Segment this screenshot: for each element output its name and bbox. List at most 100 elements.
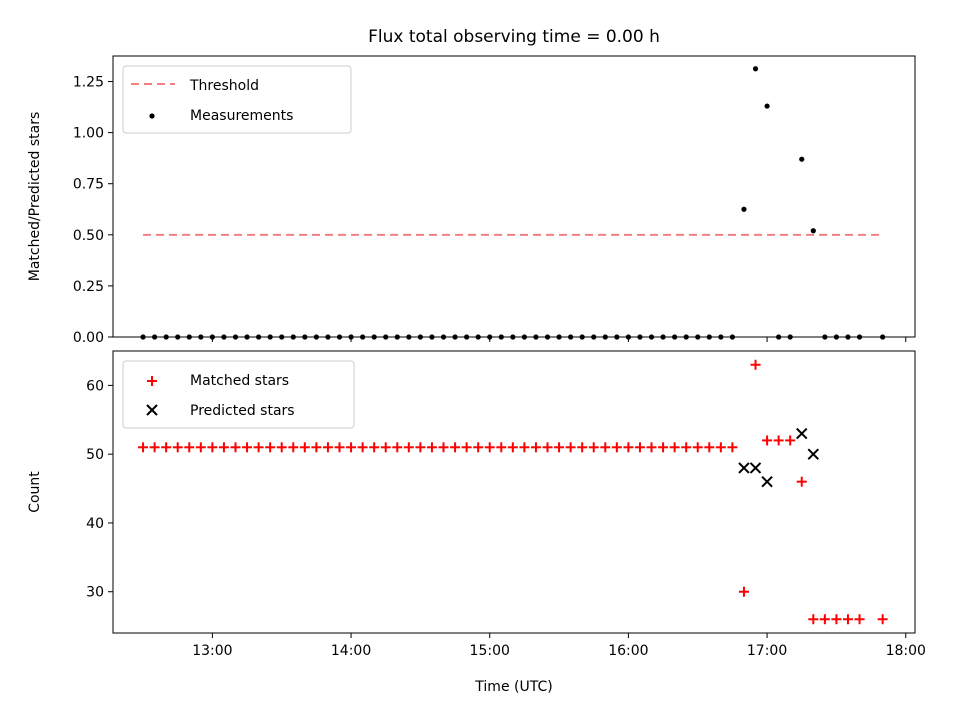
measurement-point: [614, 334, 620, 340]
matched-star-point: [750, 359, 761, 370]
measurement-point: [602, 334, 608, 340]
measurement-point: [175, 334, 181, 340]
matched-star-point: [496, 442, 507, 453]
matched-star-point: [831, 614, 842, 625]
bottom-panel: 30 40 50 60 13:00 14:00 15:00 16:00 17:00 18:00 Co…: [27, 350, 926, 695]
measurement-point: [198, 334, 204, 340]
measurement-point: [232, 334, 239, 340]
matched-star-point: [392, 442, 403, 453]
matched-star-point: [796, 476, 807, 487]
matched-star-point: [669, 442, 680, 453]
matched-star-point: [623, 442, 634, 453]
measurement-point: [429, 334, 435, 340]
matched-star-point: [692, 442, 703, 453]
measurement-point: [406, 334, 412, 340]
measurement-point: [880, 334, 886, 340]
top-ytick-label: 1.25: [73, 75, 104, 91]
matched-star-point: [681, 442, 692, 453]
measurement-point: [510, 334, 516, 340]
matched-star-point: [785, 435, 796, 446]
matched-star-point: [819, 614, 830, 625]
bottom-legend: Matched stars Predicted stars: [122, 360, 355, 429]
measurement-point: [487, 334, 493, 340]
matched-star-point: [658, 442, 669, 453]
matched-star-point: [195, 442, 206, 453]
measurement-point: [672, 334, 678, 340]
matched-star-point: [530, 442, 541, 453]
measurement-point: [452, 334, 458, 340]
matched-star-point: [218, 442, 229, 453]
bottom-ytick-label: 30: [86, 585, 104, 601]
measurement-point: [279, 334, 285, 340]
measurement-point: [267, 334, 273, 340]
bottom-axes-frame: [112, 350, 916, 634]
measurement-point: [625, 334, 632, 340]
legend-predicted-swatch: [146, 404, 158, 416]
measurement-point: [822, 334, 828, 340]
matched-star-point: [611, 442, 622, 453]
measurement-point: [856, 334, 863, 340]
matched-star-point: [738, 586, 749, 597]
matched-star-point: [172, 442, 183, 453]
bottom-ytick-label: 50: [86, 447, 104, 463]
legend-matched-swatch: [147, 376, 157, 386]
bottom-xtick-label: 18:00: [886, 643, 926, 659]
measurement-point: [591, 334, 597, 340]
bottom-legend-box: [122, 360, 355, 429]
measurement-point: [764, 103, 770, 109]
measurement-point: [417, 334, 423, 340]
top-panel: 0.00 0.25 0.50 0.75 1.00 1.25 Matched/Predicte…: [27, 55, 916, 346]
xlabel: Time (UTC): [474, 679, 552, 695]
bottom-xtick-label: 14:00: [331, 643, 371, 659]
matched-star-point: [311, 442, 322, 453]
measurement-point: [325, 334, 331, 340]
matched-star-point: [253, 442, 264, 453]
measurement-point: [787, 334, 793, 340]
matched-star-point: [773, 435, 784, 446]
measurement-point: [186, 334, 192, 340]
measurement-point: [579, 334, 585, 340]
bottom-ytick-label: 60: [86, 378, 104, 394]
top-ytick-label: 0.75: [73, 177, 104, 193]
measurement-point: [140, 334, 146, 340]
matched-star-point: [299, 442, 310, 453]
matched-star-point: [877, 614, 888, 625]
matched-star-point: [161, 442, 172, 453]
measurement-point: [568, 334, 574, 340]
matched-star-point: [808, 614, 819, 625]
measurement-point: [752, 66, 759, 72]
figure-title: Flux total observing time = 0.00 h: [368, 27, 660, 47]
measurement-point: [360, 334, 366, 340]
measurement-point: [498, 334, 504, 340]
measurement-point: [336, 334, 343, 340]
bottom-xtick-label: 15:00: [470, 643, 510, 659]
bottom-xtick-label: 17:00: [747, 643, 787, 659]
measurement-point: [290, 334, 296, 340]
bottom-ytick-label: 40: [86, 516, 104, 532]
predicted-star-point: [796, 427, 808, 440]
measurement-point: [660, 334, 666, 340]
matched-star-point: [322, 442, 333, 453]
predicted-star-point: [761, 475, 773, 488]
matched-star-point: [704, 442, 715, 453]
matched-star-point: [357, 442, 368, 453]
measurement-point: [371, 334, 377, 340]
matched-star-point: [346, 442, 357, 453]
measurement-point: [440, 334, 447, 340]
matched-star-point: [369, 442, 380, 453]
measurement-point: [244, 334, 250, 340]
matched-star-point: [588, 442, 599, 453]
matched-star-point: [727, 442, 738, 453]
predicted-star-point: [738, 462, 750, 474]
matched-star-point: [334, 442, 345, 453]
legend-predicted-label: Predicted stars: [190, 403, 295, 419]
matched-star-point: [149, 442, 160, 453]
matched-star-point: [461, 442, 472, 453]
measurement-point: [256, 334, 262, 340]
matched-star-point: [634, 442, 645, 453]
measurement-point: [521, 334, 528, 340]
measurement-point: [637, 334, 643, 340]
measurement-point: [163, 334, 169, 340]
measurement-point: [741, 206, 747, 212]
